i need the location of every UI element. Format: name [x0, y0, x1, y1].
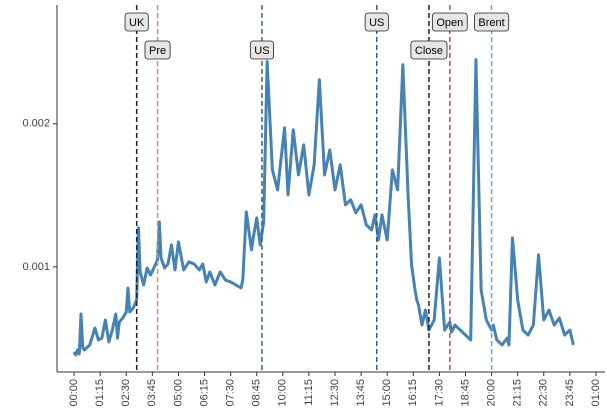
- event-label-text: UK: [129, 17, 145, 29]
- x-tick-label: 17:30: [433, 379, 445, 407]
- x-tick-label: 06:15: [198, 379, 210, 407]
- event-label-box: [431, 12, 468, 32]
- x-tick-label: 16:15: [407, 379, 419, 407]
- x-tick-label: 13:45: [355, 379, 367, 407]
- x-tick-label: 03:45: [146, 379, 158, 407]
- x-tick-label: 07:30: [225, 379, 237, 407]
- event-label-text: Brent: [478, 17, 504, 29]
- x-tick-label: 00:00: [68, 379, 80, 407]
- event-label: US: [249, 40, 274, 60]
- x-tick-label: 21:15: [512, 379, 524, 407]
- x-tick-label: 23:45: [564, 379, 576, 407]
- event-label-box: [249, 40, 274, 60]
- x-tick-label: 02:30: [120, 379, 132, 407]
- x-tick-label: 05:00: [172, 379, 184, 407]
- x-tick-label: 08:45: [251, 379, 263, 407]
- event-label-box: [474, 12, 510, 32]
- x-tick-label: 20:00: [485, 379, 497, 407]
- event-label-box: [144, 40, 171, 60]
- event-label-text: Open: [436, 17, 463, 29]
- x-tick-label: 11:15: [303, 379, 315, 406]
- event-label-text: US: [369, 17, 384, 29]
- event-label: Close: [410, 40, 448, 60]
- x-tick-label: 22:30: [538, 379, 550, 407]
- event-label-box: [124, 12, 149, 32]
- event-label: Open: [431, 12, 468, 32]
- event-label: Brent: [474, 12, 510, 32]
- x-tick-label: 10:00: [277, 379, 289, 407]
- x-tick-label: 15:00: [381, 379, 393, 407]
- y-tick-label: 0.002: [22, 118, 50, 130]
- event-label: US: [364, 12, 389, 32]
- series-line: [72, 58, 575, 357]
- event-label-box: [364, 12, 389, 32]
- x-tick-label: 01:15: [94, 379, 106, 407]
- x-tick-label: 01:00: [590, 379, 602, 407]
- y-tick-label: 0.001: [22, 261, 50, 273]
- event-label: Pre: [144, 40, 171, 60]
- x-tick-label: 18:45: [459, 379, 471, 407]
- event-label-box: [410, 40, 448, 60]
- event-label-text: Pre: [149, 45, 166, 57]
- event-label-text: Close: [415, 45, 443, 57]
- event-label-text: US: [254, 45, 269, 57]
- event-label: UK: [124, 12, 149, 32]
- x-tick-label: 12:30: [329, 379, 341, 407]
